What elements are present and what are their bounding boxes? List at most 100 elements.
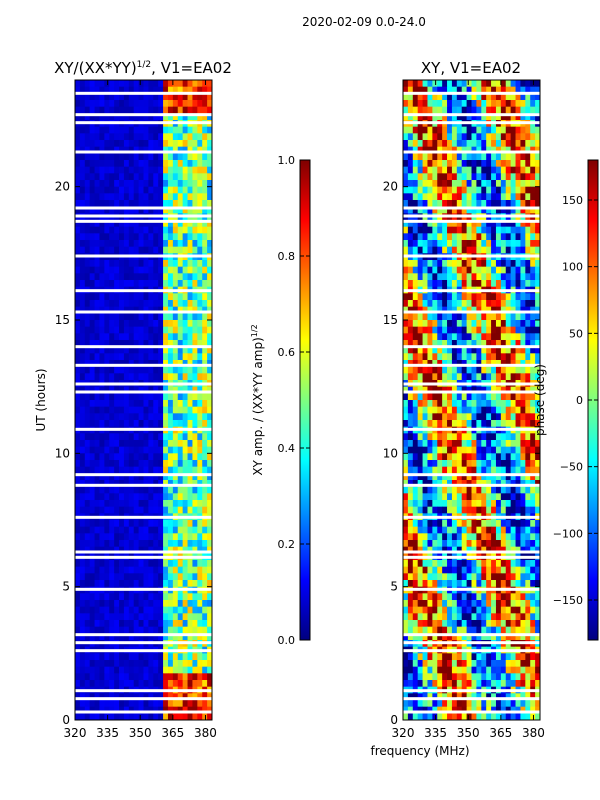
heatmap-cell: [412, 126, 419, 134]
heatmap-cell: [128, 673, 135, 681]
heatmap-cell: [138, 540, 144, 548]
heatmap-cell: [461, 346, 467, 354]
heatmap-cell: [461, 153, 467, 161]
heatmap-cell: [89, 466, 95, 474]
heatmap-cell: [535, 100, 540, 108]
heatmap-cell: [114, 146, 120, 154]
heatmap-cell: [75, 400, 81, 408]
heatmap-cell: [167, 406, 174, 414]
heatmap-cell: [187, 406, 193, 414]
heatmap-cell: [99, 280, 105, 288]
heatmap-cell: [148, 386, 154, 394]
heatmap-cell: [525, 366, 531, 374]
heatmap-cell: [403, 466, 409, 474]
heatmap-cell: [442, 360, 448, 368]
heatmap-cell: [476, 413, 482, 421]
heatmap-cell: [505, 313, 512, 321]
heatmap-cell: [520, 600, 526, 608]
heatmap-cell: [99, 466, 105, 474]
heatmap-cell: [79, 306, 86, 314]
heatmap-cell: [437, 86, 443, 94]
heatmap-cell: [417, 460, 423, 468]
heatmap-cell: [525, 566, 531, 574]
heatmap-cell: [515, 440, 521, 448]
heatmap-cell: [505, 453, 512, 461]
heatmap-cell: [207, 366, 212, 374]
heatmap-cell: [495, 200, 502, 208]
heatmap-cell: [123, 80, 130, 88]
heatmap-cell: [79, 606, 86, 614]
heatmap-cell: [207, 573, 212, 581]
heatmap-cell: [491, 566, 497, 574]
heatmap-cell: [182, 453, 188, 461]
heatmap-cell: [128, 600, 135, 608]
heatmap-cell: [417, 500, 423, 508]
heatmap-cell: [427, 413, 433, 421]
heatmap-cell: [138, 80, 144, 88]
heatmap-cell: [177, 446, 184, 454]
heatmap-cell: [481, 340, 487, 348]
heatmap-cell: [84, 673, 91, 681]
heatmap-cell: [530, 80, 536, 88]
heatmap-cell: [153, 260, 159, 268]
heatmap-cell: [114, 593, 120, 601]
heatmap-cell: [476, 220, 482, 228]
heatmap-cell: [138, 613, 144, 621]
heatmap-cell: [138, 420, 144, 428]
heatmap-cell: [99, 420, 105, 428]
heatmap-cell: [207, 313, 212, 321]
heatmap-cell: [163, 706, 169, 714]
heatmap-cell: [520, 393, 526, 401]
heatmap-cell: [476, 400, 482, 408]
heatmap-cell: [89, 520, 95, 528]
heatmap-cell: [481, 526, 487, 534]
heatmap-cell: [123, 366, 130, 374]
heatmap-cell: [510, 460, 516, 468]
heatmap-cell: [153, 226, 159, 234]
heatmap-cell: [451, 473, 458, 481]
heatmap-cell: [119, 173, 125, 181]
heatmap-cell: [158, 366, 164, 374]
heatmap-cell: [530, 153, 536, 161]
heatmap-cell: [412, 333, 419, 341]
heatmap-cell: [192, 606, 198, 614]
heatmap-cell: [177, 460, 184, 468]
flagged-gap: [75, 697, 212, 701]
heatmap-cell: [128, 186, 135, 194]
heatmap-cell: [75, 506, 81, 514]
heatmap-cell: [451, 546, 458, 554]
heatmap-cell: [148, 326, 154, 334]
heatmap-cell: [461, 293, 467, 301]
heatmap-cell: [75, 153, 81, 161]
heatmap-cell: [192, 360, 198, 368]
heatmap-cell: [495, 593, 502, 601]
left-flag-gaps: [75, 91, 212, 714]
heatmap-cell: [447, 173, 453, 181]
heatmap-cell: [481, 326, 487, 334]
heatmap-cell: [94, 420, 100, 428]
heatmap-cell: [403, 326, 409, 334]
heatmap-cell: [403, 346, 409, 354]
heatmap-cell: [207, 326, 212, 334]
heatmap-cell: [422, 400, 428, 408]
heatmap-cell: [104, 606, 110, 614]
heatmap-cell: [486, 373, 492, 381]
heatmap-cell: [535, 400, 540, 408]
heatmap-cell: [486, 300, 492, 308]
heatmap-cell: [172, 506, 179, 514]
heatmap-cell: [114, 353, 120, 361]
heatmap-cell: [535, 560, 540, 568]
heatmap-cell: [84, 300, 91, 308]
heatmap-cell: [500, 206, 507, 214]
heatmap-cell: [427, 520, 433, 528]
heatmap-cell: [158, 506, 164, 514]
heatmap-cell: [427, 420, 433, 428]
heatmap-cell: [202, 133, 208, 141]
heatmap-cell: [94, 180, 100, 188]
heatmap-cell: [432, 393, 438, 401]
heatmap-cell: [197, 526, 203, 534]
heatmap-cell: [109, 500, 115, 508]
heatmap-cell: [456, 593, 463, 601]
heatmap-cell: [451, 200, 458, 208]
heatmap-cell: [403, 566, 409, 574]
